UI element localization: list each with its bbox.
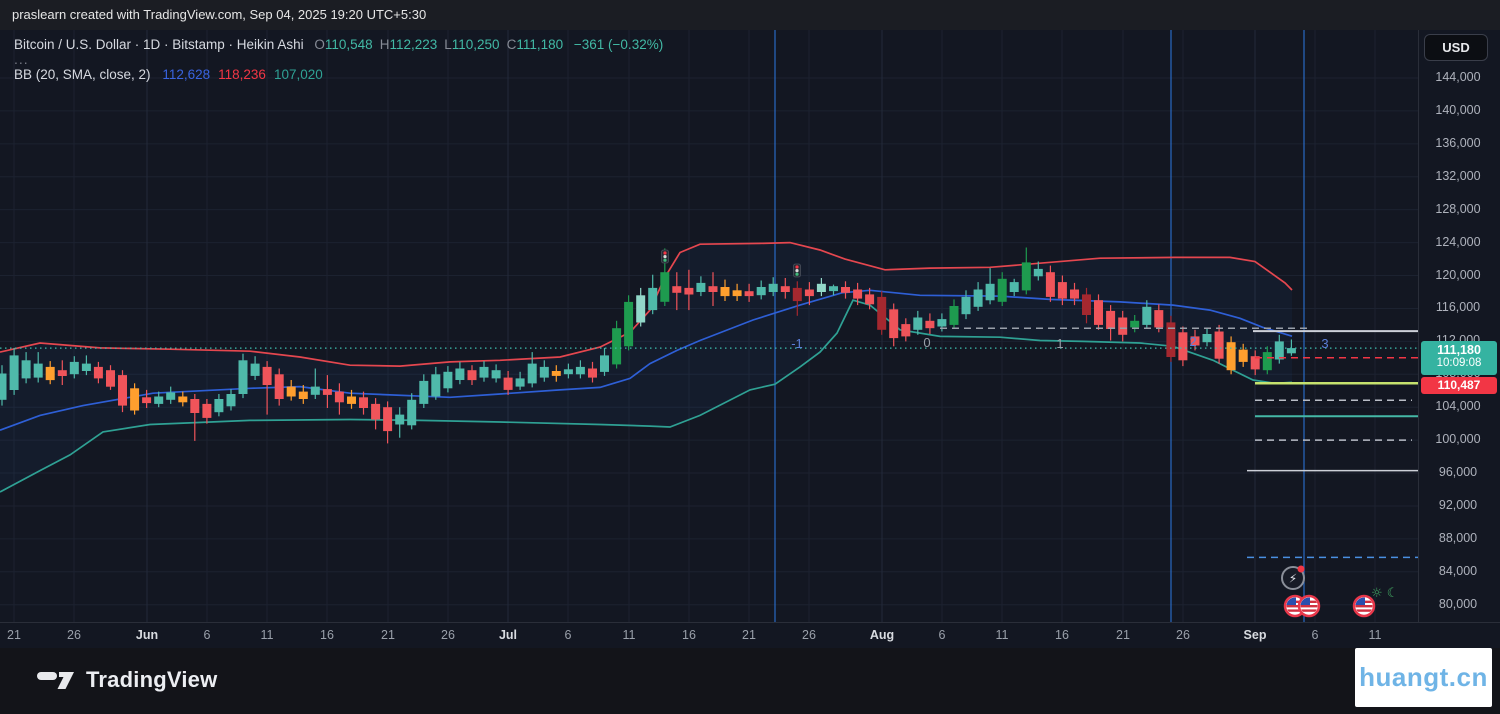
time-axis-label: 11 xyxy=(995,628,1009,642)
ohlc-values: O110,548 H112,223 L110,250 C111,180 xyxy=(307,37,563,52)
price-axis-label: 96,000 xyxy=(1438,465,1478,480)
ohlc-key: O xyxy=(314,37,325,52)
bb-band-value: 112,628 xyxy=(162,67,211,82)
time-axis-label: 6 xyxy=(1311,628,1319,642)
bb-band-value: 107,020 xyxy=(273,67,323,82)
time-axis-label: Sep xyxy=(1243,628,1267,642)
bb-band-value: 118,236 xyxy=(218,67,266,82)
tradingview-logo[interactable]: TradingView xyxy=(36,665,217,695)
chart-canvas[interactable]: -1 0 1 2 3 ⚡ ☼ ☾ xyxy=(0,30,1418,622)
svg-text:⚡: ⚡ xyxy=(1289,572,1297,586)
time-axis-label: 6 xyxy=(203,628,211,642)
daylight-event-icon: ☼ ☾ xyxy=(1371,586,1398,601)
time-axis-label: 16 xyxy=(682,628,696,642)
alert-lightning-icon: ⚡ xyxy=(1281,565,1305,590)
time-axis-label: 11 xyxy=(1368,628,1382,642)
time-axis-label: 21 xyxy=(742,628,756,642)
time-axis-label: 11 xyxy=(622,628,636,642)
traffic-light-icon xyxy=(793,263,801,278)
price-axis-label: 140,000 xyxy=(1435,102,1481,117)
ohlc-key: H xyxy=(379,37,390,52)
footer-bar: TradingView huangt.cn xyxy=(0,648,1500,714)
time-axis-label: 11 xyxy=(260,628,274,642)
price-axis-label: 120,000 xyxy=(1435,267,1481,282)
time-axis-label: 21 xyxy=(381,628,395,642)
price-axis-label: 84,000 xyxy=(1438,563,1478,578)
time-axis-label: 21 xyxy=(7,628,21,642)
price-axis-label: 136,000 xyxy=(1435,135,1481,150)
time-axis-label: 6 xyxy=(938,628,946,642)
traffic-light-icon xyxy=(661,249,669,264)
time-axis-label: 16 xyxy=(1055,628,1069,642)
time-axis-label: 21 xyxy=(1116,628,1130,642)
price-axis-label: 124,000 xyxy=(1435,234,1481,249)
ohlc-value: 110,548 xyxy=(324,37,373,52)
bb-indicator-values: 112,628 118,236 107,020 xyxy=(154,67,322,82)
watermark-text: huangt.cn xyxy=(1359,662,1488,692)
change-value: −361 (−0.32%) xyxy=(573,37,664,52)
chart-pane[interactable]: -1 0 1 2 3 ⚡ ☼ ☾ Bitcoin / U.S. Dollar · 1D · … xyxy=(0,30,1418,622)
current-price-value: 111,180 xyxy=(1437,343,1481,357)
time-axis-label: Aug xyxy=(869,628,895,642)
time-axis-label: Jun xyxy=(135,628,159,642)
time-axis-label: 6 xyxy=(564,628,572,642)
time-axis[interactable]: 21 26 Jun 6 11 16 21 26 Jul 6 11 16 21 26 Aug 6 11 16 21 26… xyxy=(0,622,1500,648)
price-axis-label: 80,000 xyxy=(1438,596,1478,611)
price-axis-label: 144,000 xyxy=(1435,70,1481,84)
current-price-badge: 111,180 10:09:08 xyxy=(1421,341,1497,375)
time-axis-label: 26 xyxy=(441,628,455,642)
price-axis-label: 116,000 xyxy=(1435,300,1481,315)
bb-upper-line xyxy=(0,241,1293,367)
tradingview-logo-icon xyxy=(37,672,74,689)
time-axis-label: 26 xyxy=(802,628,816,642)
price-axis-label: 128,000 xyxy=(1435,201,1481,216)
legend-more-button[interactable]: ... xyxy=(14,51,29,67)
count-label: 1 xyxy=(1056,336,1063,351)
count-label: 3 xyxy=(1321,336,1328,351)
time-axis-label: 16 xyxy=(320,628,334,642)
count-label: -1 xyxy=(791,336,803,351)
price-axis-label: 88,000 xyxy=(1438,530,1478,545)
price-axis[interactable]: USD 144,000 140,000 136,000 132,000 128,000 1… xyxy=(1418,30,1500,622)
bb-indicator-label: BB (20, SMA, close, 2) xyxy=(14,67,151,82)
price-axis-label: 132,000 xyxy=(1435,168,1481,183)
heikin-ashi-candles xyxy=(0,247,1296,444)
time-axis-label: 26 xyxy=(67,628,81,642)
time-axis-label: 26 xyxy=(1176,628,1190,642)
count-label: 0 xyxy=(923,335,930,350)
ohlc-value: 111,180 xyxy=(516,37,564,52)
symbol-legend-row[interactable]: Bitcoin / U.S. Dollar · 1D · Bitstamp · … xyxy=(14,37,663,52)
attribution-bar: praslearn created with TradingView.com, … xyxy=(0,0,1500,30)
chart-legend[interactable]: Bitcoin / U.S. Dollar · 1D · Bitstamp · … xyxy=(14,37,663,82)
ohlc-key: L xyxy=(444,37,452,52)
watermark-badge: huangt.cn xyxy=(1355,648,1492,707)
time-axis-label: Jul xyxy=(498,628,518,642)
ohlc-key: C xyxy=(506,37,517,52)
bar-countdown: 10:09:08 xyxy=(1436,357,1482,369)
previous-close-badge: 110,487 xyxy=(1421,377,1497,394)
us-flag-event-icon xyxy=(1352,594,1376,618)
attribution-text: praslearn created with TradingView.com, … xyxy=(12,7,427,22)
tradingview-logo-text: TradingView xyxy=(86,667,218,692)
currency-button[interactable]: USD xyxy=(1424,34,1488,61)
count-label: 2 xyxy=(1189,334,1196,349)
bb-indicator-row[interactable]: BB (20, SMA, close, 2) 112,628 118,236 107… xyxy=(14,67,663,82)
price-axis-label: 104,000 xyxy=(1435,399,1481,414)
price-axis-label: 100,000 xyxy=(1435,432,1481,447)
symbol-title: Bitcoin / U.S. Dollar · 1D · Bitstamp · … xyxy=(14,37,304,52)
ohlc-value: 110,250 xyxy=(451,37,500,52)
ohlc-value: 112,223 xyxy=(389,37,438,52)
price-axis-label: 92,000 xyxy=(1438,497,1478,512)
us-flag-event-icon xyxy=(1297,594,1321,618)
